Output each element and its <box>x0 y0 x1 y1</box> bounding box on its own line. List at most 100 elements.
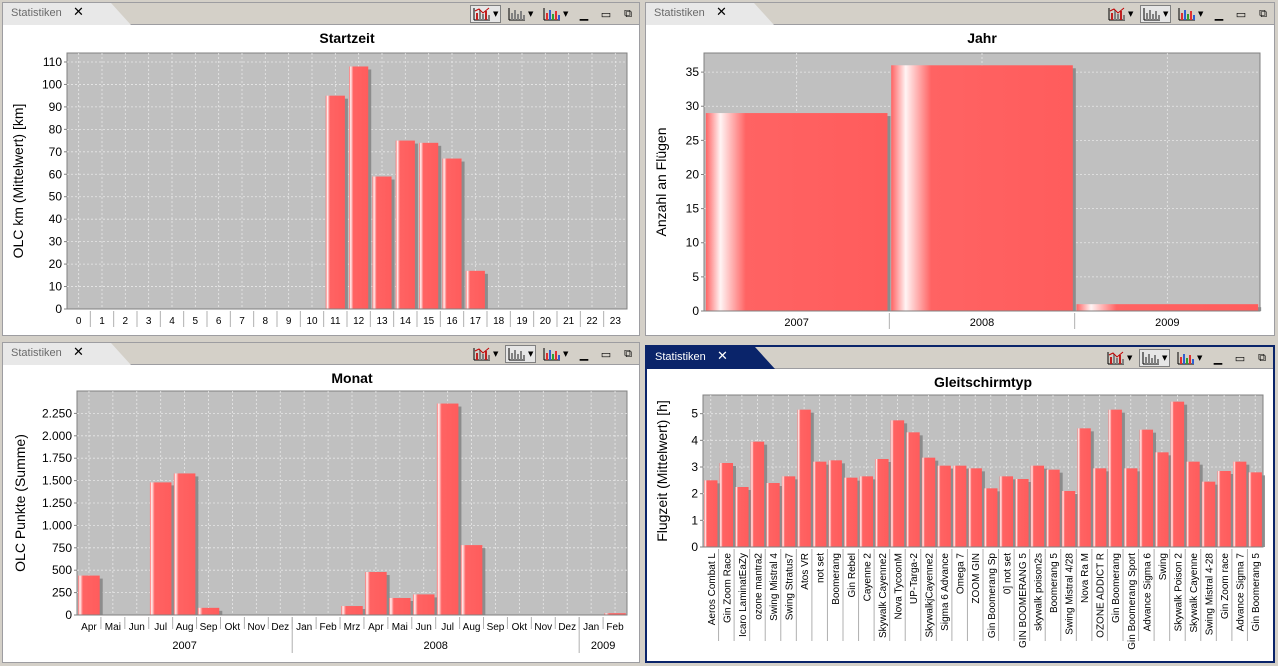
maximize-button[interactable]: ▭ <box>1232 5 1250 23</box>
bar <box>1170 401 1185 547</box>
line-bar-chart-icon <box>473 7 490 21</box>
bar <box>890 420 905 547</box>
x-tick-label: Gin Zoom race <box>1220 553 1231 620</box>
x-tick-label: 14 <box>400 316 412 327</box>
line-bar-chart-icon-button[interactable]: ▼ <box>470 5 501 23</box>
x-tick-label: Swing Mistral 4 <box>769 553 780 621</box>
bar-chart-icon-button[interactable]: ▼ <box>505 345 536 363</box>
bar <box>442 158 462 309</box>
y-tick-label: 2.000 <box>42 429 72 443</box>
color-bar-chart-icon-button[interactable]: ▼ <box>1175 5 1206 23</box>
x-tick-label: Apr <box>81 622 97 633</box>
chevron-down-icon[interactable]: ▼ <box>1163 10 1169 18</box>
view-toolbar: ▼ ▼ ▼ ▁ ▭ ⧉ <box>1105 5 1272 23</box>
x-tick-label: 8 <box>263 316 269 327</box>
bar-chart-icon-button[interactable]: ▼ <box>1139 349 1170 367</box>
chevron-down-icon[interactable]: ▼ <box>1128 10 1134 18</box>
y-axis-label: Anzahl an Flügen <box>653 128 669 237</box>
x-tick-label: skywalk poison2s <box>1033 553 1044 631</box>
bar <box>197 607 220 615</box>
y-tick-label: 15 <box>686 202 700 216</box>
x-tick-label: Cayenne 2 <box>862 553 873 602</box>
chevron-down-icon[interactable]: ▼ <box>528 10 534 18</box>
view-tab-statistiken[interactable]: Statistiken ✕ <box>647 347 775 369</box>
y-tick-label: 500 <box>52 563 72 577</box>
x-tick-label: 17 <box>470 316 482 327</box>
tab-label: Statistiken <box>655 351 706 363</box>
x-tick-label: Swing Mistral 4/28 <box>1065 553 1076 635</box>
bar <box>1217 471 1231 547</box>
y-tick-label: 110 <box>43 55 62 69</box>
bar-chart-icon <box>508 348 525 361</box>
bar-chart-icon-button[interactable]: ▼ <box>1140 5 1171 23</box>
chevron-down-icon[interactable]: ▼ <box>528 350 534 358</box>
maximize-icon: ▭ <box>1234 351 1246 365</box>
bar <box>149 482 172 615</box>
minimize-button[interactable]: ▁ <box>1209 349 1227 367</box>
view-tab-bar: Statistiken ✕ ▼ ▼ ▼ ▁ ▭ ⧉ <box>3 3 639 25</box>
y-tick-label: 1.000 <box>42 518 72 532</box>
view-tab-statistiken[interactable]: Statistiken ✕ <box>3 3 131 25</box>
y-tick-label: 10 <box>686 236 700 250</box>
maximize-icon: ▭ <box>600 347 612 361</box>
x-tick-label: Mai <box>105 622 121 633</box>
x-tick-label: 7 <box>239 316 245 327</box>
chevron-down-icon[interactable]: ▼ <box>493 350 499 358</box>
bar <box>797 409 811 547</box>
x-tick-label: 11 <box>330 316 341 327</box>
y-tick-label: 70 <box>49 145 63 159</box>
chart-svg: Jahr 0 5 10 15 20 25 30 35 Anzahl an Flügen 2007 20… <box>653 30 1262 329</box>
chevron-down-icon[interactable]: ▼ <box>1127 354 1133 362</box>
x-tick-label: Skywalk Cayenne2 <box>878 553 889 638</box>
chart-title: Gleitschirmtyp <box>934 374 1032 390</box>
view-tab-statistiken[interactable]: Statistiken ✕ <box>3 343 131 365</box>
chevron-down-icon[interactable]: ▼ <box>1197 354 1203 362</box>
y-tick-label: 60 <box>49 167 63 181</box>
line-bar-chart-icon-button[interactable]: ▼ <box>1105 5 1136 23</box>
view-tab-statistiken[interactable]: Statistiken ✕ <box>646 3 774 25</box>
restore-button[interactable]: ⧉ <box>1254 5 1272 23</box>
line-bar-chart-icon-button[interactable]: ▼ <box>470 345 501 363</box>
close-icon[interactable]: ✕ <box>717 349 728 364</box>
maximize-button[interactable]: ▭ <box>597 5 615 23</box>
x-tick-label: 23 <box>610 316 622 327</box>
close-icon[interactable]: ✕ <box>73 345 84 360</box>
close-icon[interactable]: ✕ <box>73 5 84 20</box>
bar <box>173 473 196 615</box>
color-bar-chart-icon-button[interactable]: ▼ <box>540 345 571 363</box>
restore-button[interactable]: ⧉ <box>619 5 637 23</box>
close-icon[interactable]: ✕ <box>716 5 727 20</box>
x-tick-label: Gin Boomerang 5 <box>1251 553 1262 632</box>
y-tick-label: 30 <box>49 235 63 249</box>
maximize-button[interactable]: ▭ <box>1231 349 1249 367</box>
restore-button[interactable]: ⧉ <box>1253 349 1271 367</box>
line-bar-chart-icon-button[interactable]: ▼ <box>1104 349 1135 367</box>
y-tick-label: 2 <box>691 487 698 501</box>
minimize-button[interactable]: ▁ <box>575 5 593 23</box>
chevron-down-icon[interactable]: ▼ <box>1162 354 1168 362</box>
maximize-button[interactable]: ▭ <box>597 345 615 363</box>
minimize-button[interactable]: ▁ <box>575 345 593 363</box>
chevron-down-icon[interactable]: ▼ <box>493 10 499 18</box>
y-tick-label: 40 <box>49 212 63 226</box>
chevron-down-icon[interactable]: ▼ <box>1198 10 1204 18</box>
x-tick-label: ozone mantra2 <box>753 553 764 620</box>
minimize-icon: ▁ <box>579 7 589 21</box>
y-tick-label: 80 <box>49 122 63 136</box>
x-tick-label: 5 <box>193 316 199 327</box>
chevron-down-icon[interactable]: ▼ <box>563 350 569 358</box>
x-tick-label: Swing Mistral 4-28 <box>1205 553 1216 636</box>
y-tick-label: 50 <box>49 190 63 204</box>
color-bar-chart-icon-button[interactable]: ▼ <box>1174 349 1205 367</box>
restore-button[interactable]: ⧉ <box>619 345 637 363</box>
view-tab-bar: Statistiken ✕ ▼ ▼ ▼ ▁ ▭ ⧉ <box>646 3 1274 25</box>
x-tick-label: Aug <box>176 622 194 633</box>
chevron-down-icon[interactable]: ▼ <box>563 10 569 18</box>
color-bar-chart-icon-button[interactable]: ▼ <box>540 5 571 23</box>
bar-chart-icon-button[interactable]: ▼ <box>505 5 536 23</box>
bar <box>1155 452 1169 547</box>
y-tick-label: 0 <box>692 304 699 318</box>
y-tick-label: 5 <box>691 407 698 421</box>
minimize-button[interactable]: ▁ <box>1210 5 1228 23</box>
